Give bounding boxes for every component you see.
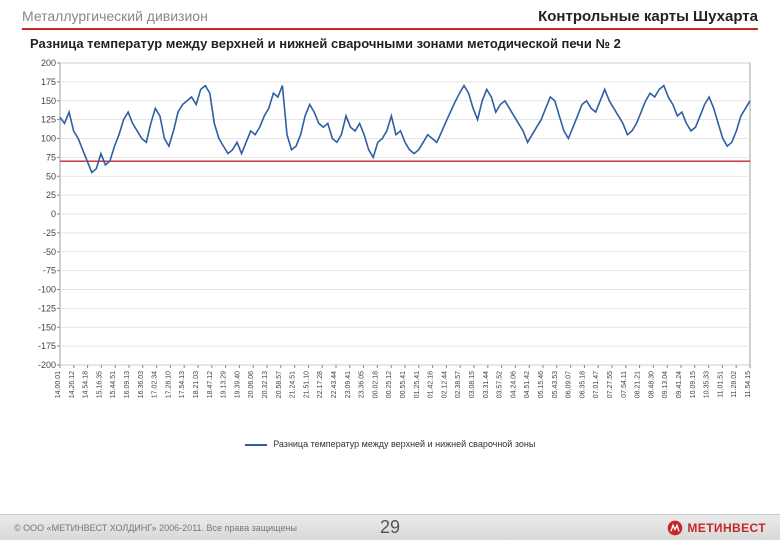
svg-text:22.43.44: 22.43.44 (331, 371, 338, 398)
svg-text:-150: -150 (38, 322, 56, 332)
svg-text:03.08.15: 03.08.15 (469, 371, 476, 398)
svg-text:06.35.18: 06.35.18 (579, 371, 586, 398)
svg-text:09.13.04: 09.13.04 (662, 371, 669, 398)
svg-text:-25: -25 (43, 228, 56, 238)
chart-container: -200 -175 -150 -125 -100 -75 -50 -25 0 25 50 75 100 1… (0, 57, 780, 514)
svg-text:75: 75 (46, 152, 56, 162)
svg-text:23.09.41: 23.09.41 (345, 371, 352, 398)
svg-text:22.17.28: 22.17.28 (317, 371, 324, 398)
svg-text:19.13.29: 19.13.29 (221, 371, 228, 398)
svg-text:14.26.12: 14.26.12 (69, 371, 76, 398)
svg-text:17.02.34: 17.02.34 (152, 371, 159, 398)
legend-swatch (245, 444, 267, 446)
svg-text:20.58.57: 20.58.57 (276, 371, 283, 398)
svg-text:-100: -100 (38, 285, 56, 295)
footer: © ООО «МЕТИНВЕСТ ХОЛДИНГ» 2006-2011. Все… (0, 514, 780, 540)
svg-text:100: 100 (41, 134, 56, 144)
chart-title: Разница температур между верхней и нижне… (0, 36, 780, 57)
header-divider (22, 28, 758, 30)
svg-text:08.48.30: 08.48.30 (648, 371, 655, 398)
svg-text:00.25.12: 00.25.12 (386, 371, 393, 398)
svg-text:01.25.41: 01.25.41 (414, 371, 421, 398)
division-label: Металлургический дивизион (22, 8, 208, 24)
svg-text:04.24.06: 04.24.06 (510, 371, 517, 398)
svg-text:15.44.51: 15.44.51 (110, 371, 117, 398)
svg-text:19.39.40: 19.39.40 (234, 371, 241, 398)
svg-text:07.01.47: 07.01.47 (593, 371, 600, 398)
svg-text:20.32.13: 20.32.13 (262, 371, 269, 398)
legend: Разница температур между верхней и нижне… (20, 437, 760, 449)
svg-text:09.41.24: 09.41.24 (676, 371, 683, 398)
svg-text:-175: -175 (38, 341, 56, 351)
svg-text:0: 0 (51, 209, 56, 219)
svg-text:08.21.21: 08.21.21 (635, 371, 642, 398)
brand-icon (667, 520, 683, 536)
svg-text:03.31.44: 03.31.44 (483, 371, 490, 398)
svg-text:17.54.13: 17.54.13 (179, 371, 186, 398)
svg-text:-50: -50 (43, 247, 56, 257)
brand-text: МЕТИНВЕСТ (687, 521, 766, 535)
svg-text:14.54.18: 14.54.18 (83, 371, 90, 398)
svg-text:00.55.41: 00.55.41 (400, 371, 407, 398)
svg-text:17.28.10: 17.28.10 (165, 371, 172, 398)
page-title: Контрольные карты Шухарта (538, 8, 758, 25)
svg-text:18.47.12: 18.47.12 (207, 371, 214, 398)
svg-text:21.51.10: 21.51.10 (303, 371, 310, 398)
svg-text:23.36.05: 23.36.05 (359, 371, 366, 398)
brand: МЕТИНВЕСТ (667, 520, 766, 536)
legend-label: Разница температур между верхней и нижне… (273, 439, 535, 449)
svg-text:02.38.57: 02.38.57 (455, 371, 462, 398)
svg-text:-125: -125 (38, 303, 56, 313)
svg-text:14.00.01: 14.00.01 (55, 371, 62, 398)
svg-text:10.35.33: 10.35.33 (704, 371, 711, 398)
svg-text:07.27.55: 07.27.55 (607, 371, 614, 398)
header: Металлургический дивизион Контрольные ка… (0, 0, 780, 28)
svg-text:06.09.07: 06.09.07 (566, 371, 573, 398)
svg-text:04.51.42: 04.51.42 (524, 371, 531, 398)
svg-text:00.02.18: 00.02.18 (372, 371, 379, 398)
svg-text:05.15.46: 05.15.46 (538, 371, 545, 398)
shewhart-chart: -200 -175 -150 -125 -100 -75 -50 -25 0 25 50 75 100 1… (20, 57, 760, 437)
svg-text:200: 200 (41, 58, 56, 68)
svg-text:15.16.35: 15.16.35 (96, 371, 103, 398)
svg-text:-75: -75 (43, 266, 56, 276)
svg-text:21.24.51: 21.24.51 (290, 371, 297, 398)
svg-text:125: 125 (41, 115, 56, 125)
svg-text:07.54.11: 07.54.11 (621, 371, 628, 398)
svg-text:11.28.02: 11.28.02 (731, 371, 738, 398)
svg-text:03.57.52: 03.57.52 (497, 371, 504, 398)
svg-text:18.21.03: 18.21.03 (193, 371, 200, 398)
svg-text:02.12.44: 02.12.44 (441, 371, 448, 398)
svg-text:50: 50 (46, 171, 56, 181)
svg-text:20.06.06: 20.06.06 (248, 371, 255, 398)
svg-text:150: 150 (41, 96, 56, 106)
svg-text:16.09.13: 16.09.13 (124, 371, 131, 398)
svg-text:10.09.15: 10.09.15 (690, 371, 697, 398)
svg-text:25: 25 (46, 190, 56, 200)
svg-text:175: 175 (41, 77, 56, 87)
svg-text:-200: -200 (38, 360, 56, 370)
svg-text:01.42.16: 01.42.16 (428, 371, 435, 398)
svg-text:16.36.03: 16.36.03 (138, 371, 145, 398)
svg-text:05.43.53: 05.43.53 (552, 371, 559, 398)
page-number: 29 (380, 517, 400, 538)
copyright: © ООО «МЕТИНВЕСТ ХОЛДИНГ» 2006-2011. Все… (14, 523, 297, 533)
svg-text:11.01.51: 11.01.51 (717, 371, 724, 398)
slide: Металлургический дивизион Контрольные ка… (0, 0, 780, 540)
svg-text:11.54.15: 11.54.15 (745, 371, 752, 398)
